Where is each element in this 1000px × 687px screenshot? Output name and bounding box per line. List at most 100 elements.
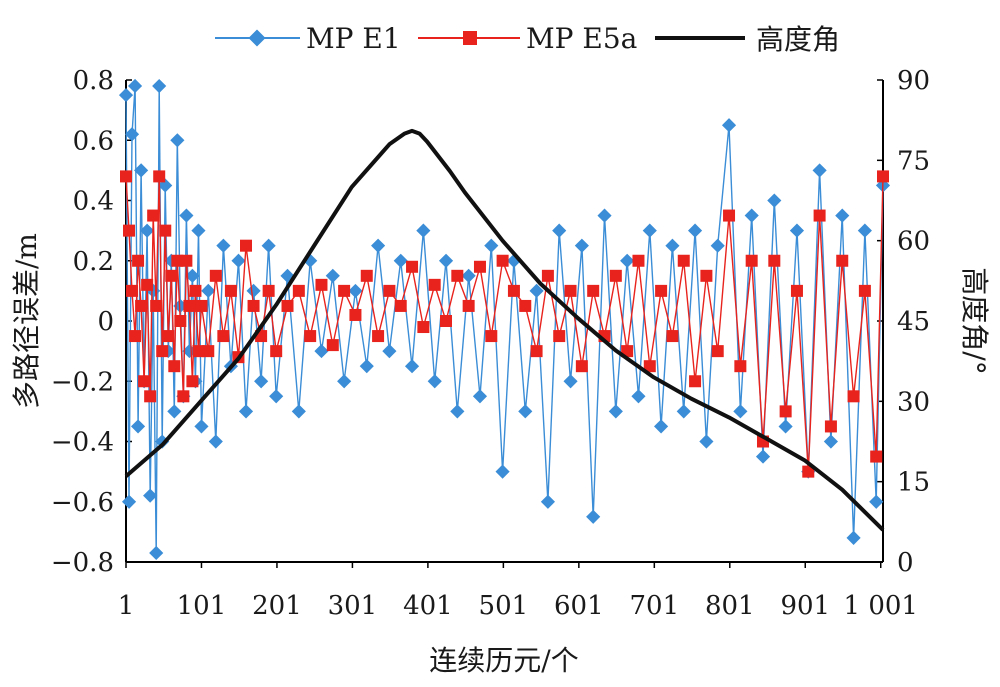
data-point xyxy=(540,494,556,509)
data-point xyxy=(383,284,396,297)
data-point xyxy=(574,238,589,253)
data-point xyxy=(438,253,454,268)
data-point xyxy=(171,254,184,267)
data-point xyxy=(231,253,246,268)
right-tick-label: 15 xyxy=(897,468,930,498)
data-point xyxy=(655,284,668,297)
data-point xyxy=(518,404,533,419)
data-point xyxy=(382,344,397,359)
left-axis-title: 多路径误差/m xyxy=(10,233,43,409)
x-tick-label: 101 xyxy=(177,591,227,621)
series-line xyxy=(125,85,884,554)
data-point xyxy=(484,238,499,253)
legend: MP E1 MP E5a 高度角 xyxy=(215,22,840,56)
data-point xyxy=(349,308,362,321)
data-point xyxy=(326,339,339,352)
legend-label-mp-e1: MP E1 xyxy=(306,22,401,55)
data-point xyxy=(191,223,206,238)
data-point xyxy=(216,238,231,253)
left-tick-label: −0.4 xyxy=(51,428,114,458)
data-point xyxy=(195,299,208,312)
data-point xyxy=(372,330,385,343)
data-point xyxy=(348,283,363,298)
data-point xyxy=(165,269,178,282)
x-ticks: 1 101 201 301 401 501 601 701 801 901 1 001 xyxy=(118,562,918,621)
legend-label-elevation: 高度角 xyxy=(756,23,840,56)
data-point xyxy=(745,254,758,267)
data-point xyxy=(631,389,646,404)
data-point xyxy=(371,238,386,253)
data-point xyxy=(162,330,175,343)
data-point xyxy=(632,254,645,267)
data-point xyxy=(869,494,884,509)
series-line xyxy=(125,175,884,473)
data-point xyxy=(519,299,532,312)
data-point xyxy=(246,283,261,298)
data-point xyxy=(790,284,803,297)
right-tick-label: 30 xyxy=(897,387,930,417)
data-point xyxy=(721,118,737,133)
data-point xyxy=(575,360,588,373)
data-point xyxy=(823,434,838,449)
data-point xyxy=(174,315,187,327)
data-point xyxy=(835,208,850,223)
data-point xyxy=(440,315,453,327)
data-point xyxy=(564,284,577,297)
data-point xyxy=(642,223,657,238)
data-point xyxy=(461,268,476,283)
data-point xyxy=(262,284,275,297)
data-point xyxy=(824,420,837,433)
data-point xyxy=(118,88,134,103)
data-point xyxy=(406,260,419,273)
data-point xyxy=(130,419,146,434)
data-point xyxy=(858,284,871,297)
data-point xyxy=(126,284,139,297)
data-point xyxy=(699,434,714,449)
right-tick-label: 90 xyxy=(897,66,930,96)
x-axis-title: 连续历元/个 xyxy=(429,644,578,677)
data-point xyxy=(194,419,209,434)
data-point xyxy=(485,330,498,343)
series-1 xyxy=(120,170,889,478)
data-point xyxy=(654,419,669,434)
data-point xyxy=(168,360,181,373)
x-tick-label: 201 xyxy=(252,591,302,621)
data-point xyxy=(608,404,623,419)
data-point xyxy=(665,238,680,253)
data-point xyxy=(325,268,340,283)
data-point xyxy=(155,434,170,449)
data-point xyxy=(270,345,283,358)
data-point xyxy=(127,78,143,94)
data-point xyxy=(553,330,566,343)
data-point xyxy=(292,284,305,297)
data-point xyxy=(530,345,543,358)
data-point xyxy=(428,278,441,291)
data-point xyxy=(779,405,792,418)
plot-area xyxy=(118,78,891,561)
data-point xyxy=(183,299,196,312)
data-point xyxy=(217,330,230,343)
right-axis-title: 高度角/° xyxy=(958,267,991,374)
x-tick-label: 1 001 xyxy=(844,591,918,621)
data-point xyxy=(141,278,154,291)
data-point xyxy=(450,404,465,419)
data-point xyxy=(304,330,317,343)
data-point xyxy=(744,208,759,223)
data-point xyxy=(143,488,158,503)
left-tick-label: −0.6 xyxy=(51,488,114,518)
data-point xyxy=(240,239,253,252)
data-point xyxy=(144,390,157,403)
data-point xyxy=(870,450,883,463)
data-point xyxy=(120,170,132,183)
left-y-ticks: 0.8 0.6 0.4 0.2 0 −0.2 −0.4 −0.6 −0.8 xyxy=(51,66,132,578)
right-tick-label: 45 xyxy=(897,307,930,337)
data-point xyxy=(359,359,374,374)
left-tick-label: −0.2 xyxy=(51,367,114,397)
data-point xyxy=(813,209,826,222)
data-point xyxy=(734,360,747,373)
data-point xyxy=(150,299,163,312)
data-point xyxy=(247,299,260,312)
data-point xyxy=(129,330,142,343)
data-point xyxy=(338,284,351,297)
